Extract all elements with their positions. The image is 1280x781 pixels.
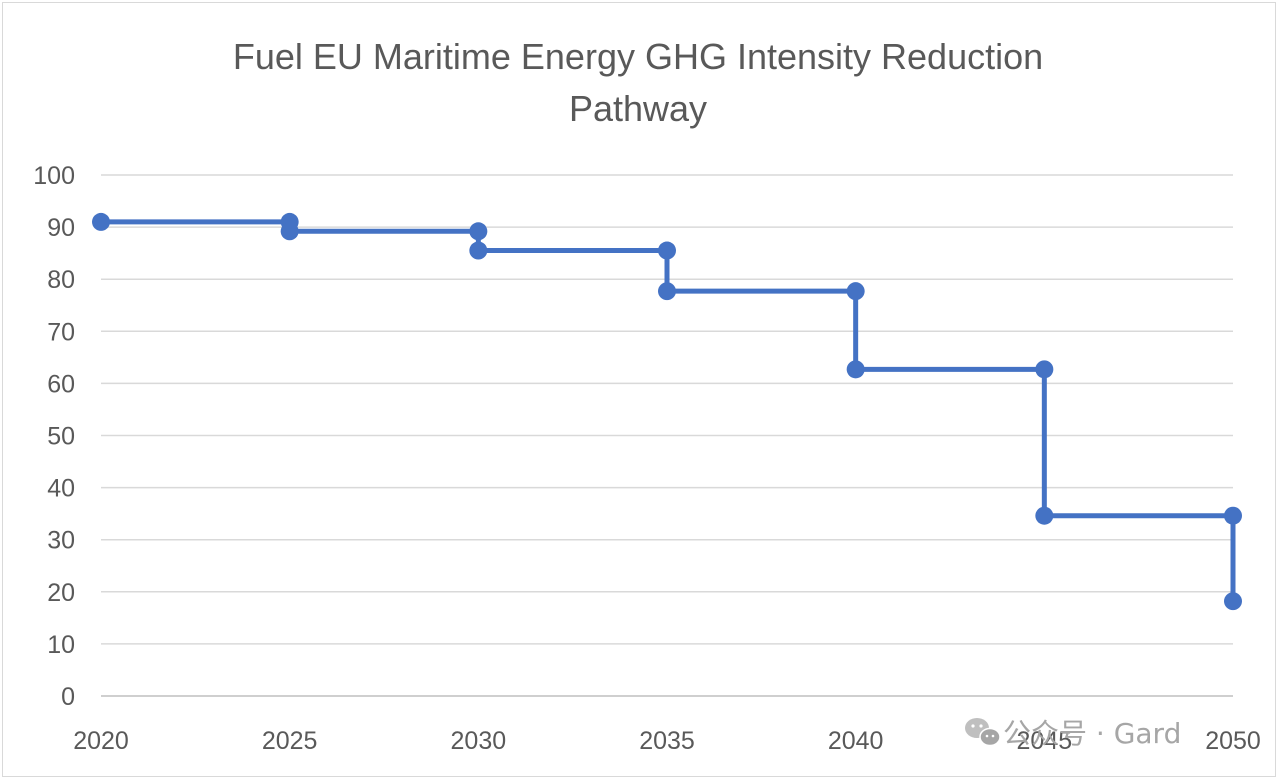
chart-title-line-2: Pathway [569, 88, 707, 129]
x-tick-label: 2050 [1205, 727, 1261, 755]
data-point-5 [658, 241, 676, 260]
data-point-6 [658, 282, 676, 301]
data-point-10 [1035, 506, 1054, 525]
chart-title-line-1: Fuel EU Maritime Energy GHG Intensity Re… [233, 36, 1043, 77]
data-point-11 [1224, 506, 1242, 525]
x-axis-tick-labels: 2020 2025 2030 2035 2040 2045 2050 [73, 727, 1261, 755]
chart-svg: Fuel EU Maritime Energy GHG Intensity Re… [33, 36, 1261, 755]
data-point-4 [469, 241, 488, 260]
y-tick-label: 0 [61, 683, 75, 711]
data-point-0 [92, 212, 110, 231]
y-tick-label: 60 [47, 370, 75, 398]
y-tick-label: 90 [47, 214, 75, 242]
chart-title: Fuel EU Maritime Energy GHG Intensity Re… [233, 36, 1043, 129]
y-tick-label: 30 [47, 527, 75, 555]
watermark-text: 公众号 · Gard [1003, 717, 1181, 750]
y-tick-label: 40 [47, 475, 75, 503]
x-tick-label: 2040 [828, 727, 884, 755]
watermark: 公众号 · Gard [965, 717, 1181, 750]
data-point-12 [1224, 592, 1242, 611]
data-point-2 [280, 222, 299, 241]
y-tick-label: 70 [47, 318, 75, 346]
y-tick-label: 100 [33, 162, 75, 190]
x-tick-label: 2030 [451, 727, 507, 755]
data-point-3 [469, 222, 488, 241]
data-point-7 [846, 282, 865, 301]
y-tick-label: 10 [47, 631, 75, 659]
data-point-8 [846, 360, 865, 379]
x-tick-label: 2035 [639, 727, 695, 755]
series-points-group [92, 212, 1242, 611]
data-point-9 [1035, 360, 1054, 379]
x-tick-label: 2025 [262, 727, 318, 755]
y-tick-label: 80 [47, 266, 75, 294]
y-tick-label: 50 [47, 423, 75, 451]
y-axis-tick-labels: 0 10 20 30 40 50 60 70 80 90 100 [33, 162, 75, 711]
x-tick-label: 2045 [1017, 727, 1073, 755]
wechat-icon [965, 718, 1001, 747]
y-tick-label: 20 [47, 579, 75, 607]
x-tick-label: 2020 [73, 727, 129, 755]
